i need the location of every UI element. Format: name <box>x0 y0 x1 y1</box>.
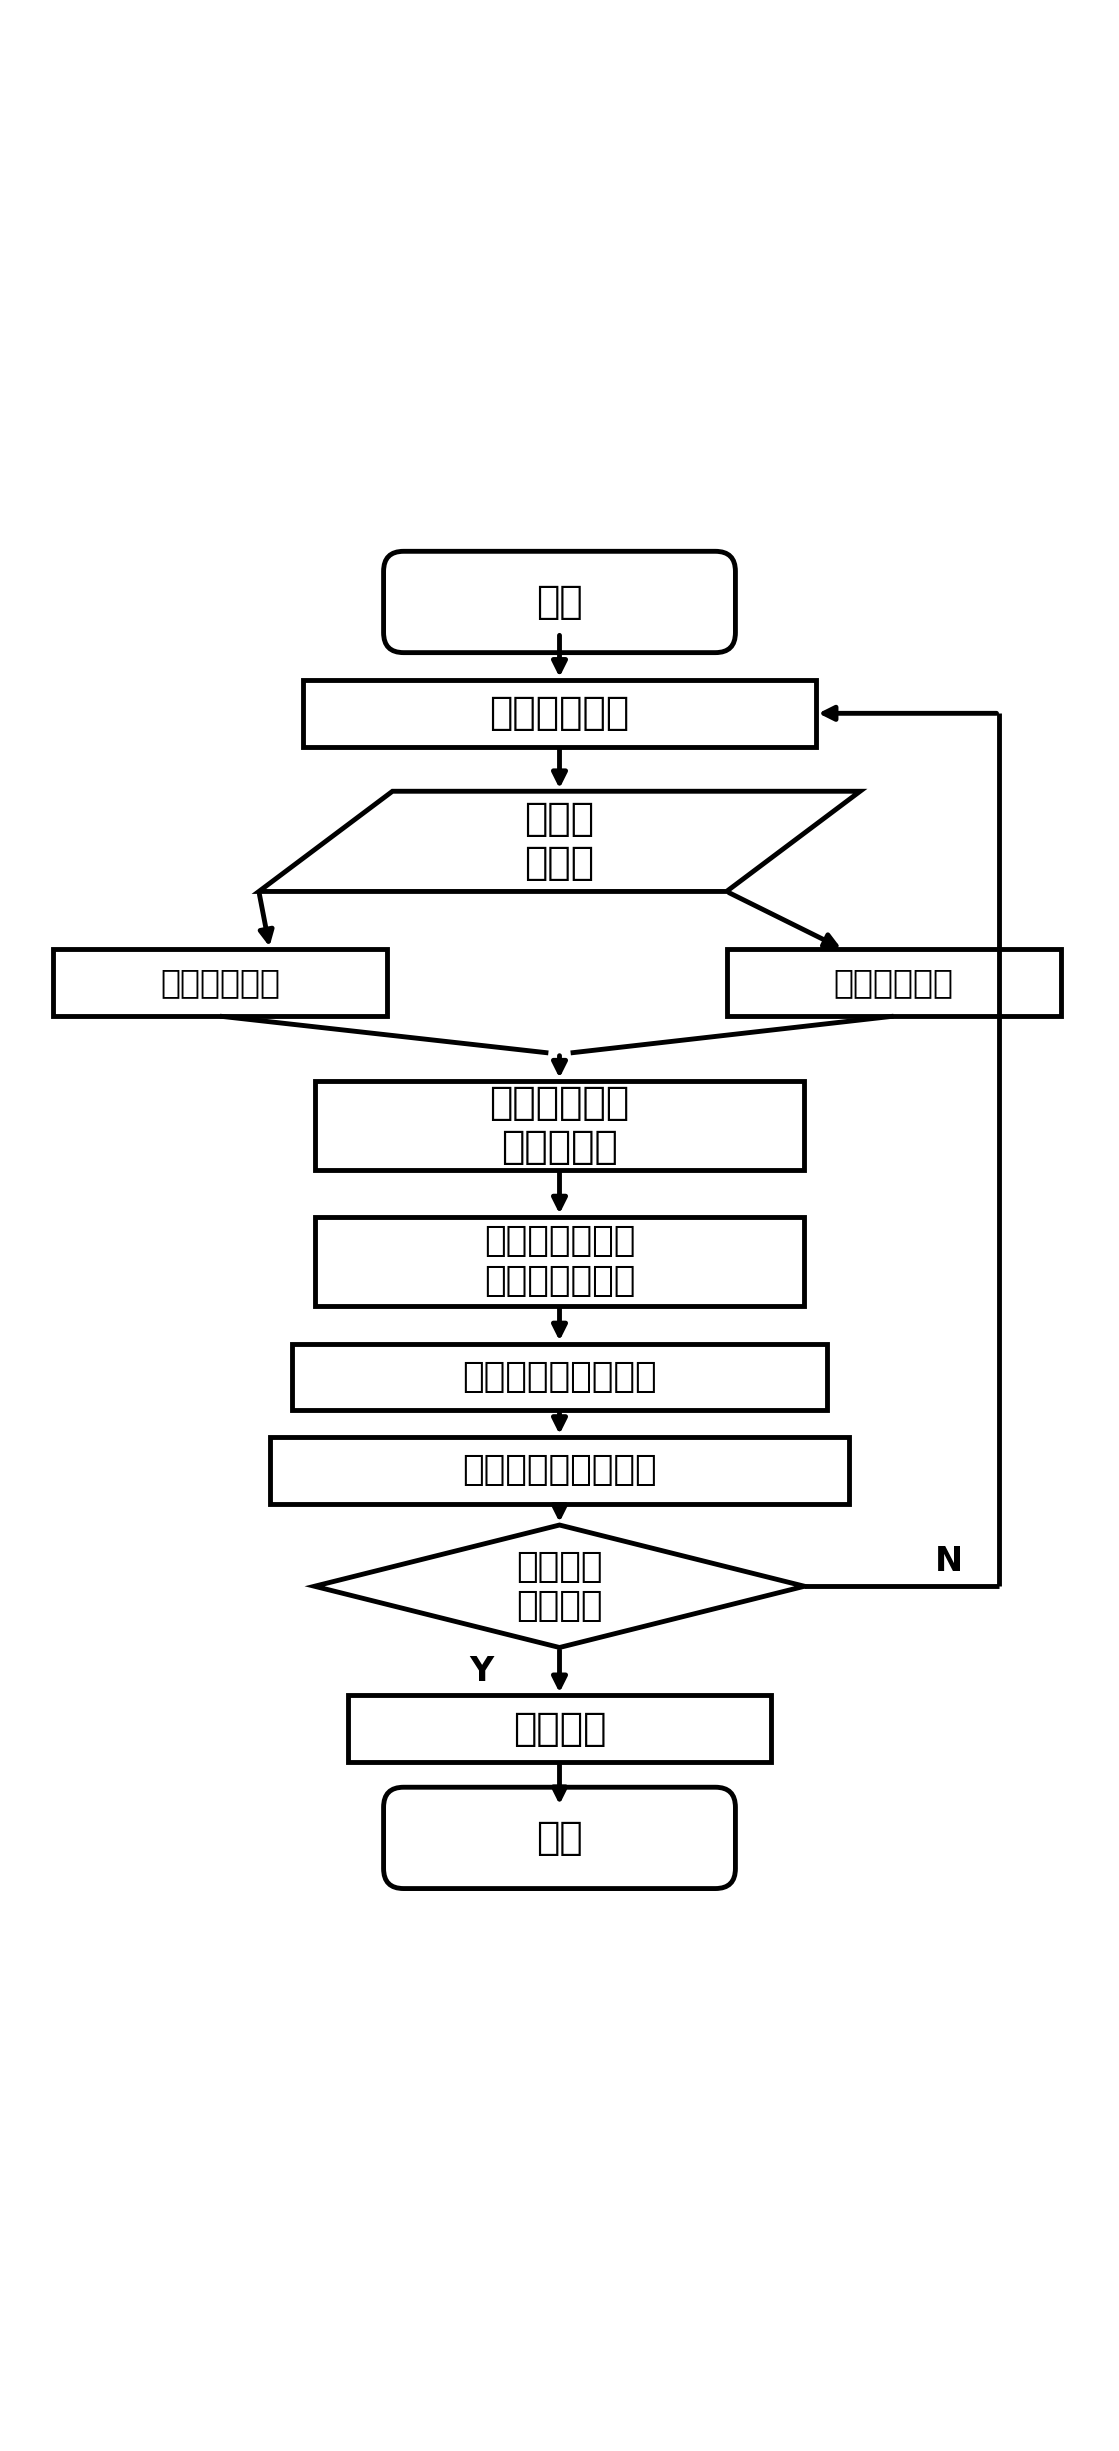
Text: 确定条件属性: 确定条件属性 <box>834 966 953 1000</box>
Text: 织机运
行参数: 织机运 行参数 <box>525 801 594 882</box>
Text: 织机故障检测: 织机故障检测 <box>489 694 630 733</box>
Bar <box>726 949 1061 1017</box>
Text: 搭建贝叶斯网络模型: 搭建贝叶斯网络模型 <box>462 1360 657 1395</box>
Bar <box>348 1696 771 1762</box>
FancyBboxPatch shape <box>384 1787 735 1890</box>
Text: 利用决策理论
建立决策表: 利用决策理论 建立决策表 <box>489 1083 630 1167</box>
FancyBboxPatch shape <box>384 551 735 652</box>
Text: 通过最小约简得
到最终的决策表: 通过最小约简得 到最终的决策表 <box>483 1226 636 1299</box>
Bar <box>314 1081 805 1169</box>
Bar <box>270 1436 849 1505</box>
Polygon shape <box>258 792 861 892</box>
Text: 确定决策属性: 确定决策属性 <box>160 966 280 1000</box>
Bar <box>314 1216 805 1306</box>
Bar <box>303 679 816 748</box>
Text: 故障处理: 故障处理 <box>513 1711 606 1748</box>
Bar <box>292 1343 827 1409</box>
Text: 结束: 结束 <box>536 1819 583 1858</box>
Text: 判断是否
产生故障: 判断是否 产生故障 <box>516 1549 603 1623</box>
Bar <box>53 949 387 1017</box>
Polygon shape <box>314 1525 805 1647</box>
Text: N: N <box>935 1544 963 1578</box>
Text: Y: Y <box>470 1654 493 1689</box>
Text: 对数据进行分析处理: 对数据进行分析处理 <box>462 1453 657 1488</box>
Text: 开始: 开始 <box>536 583 583 620</box>
